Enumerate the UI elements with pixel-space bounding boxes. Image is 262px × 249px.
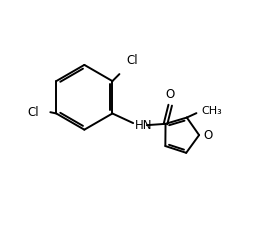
Text: O: O xyxy=(166,88,175,101)
Text: Cl: Cl xyxy=(127,54,138,67)
Text: CH₃: CH₃ xyxy=(201,106,222,116)
Text: Cl: Cl xyxy=(28,106,40,119)
Text: HN: HN xyxy=(134,119,152,132)
Text: O: O xyxy=(204,129,213,142)
